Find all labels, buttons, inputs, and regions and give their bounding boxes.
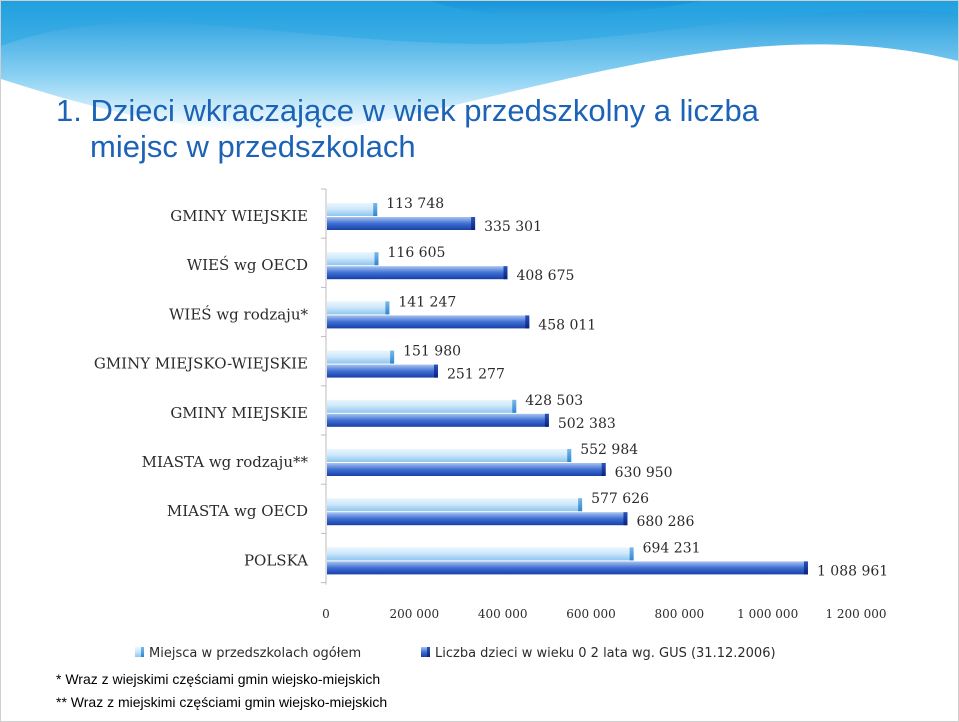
bar-series2-end <box>601 463 606 476</box>
bar-series2 <box>327 364 438 378</box>
legend-series2-swatch-edge <box>427 647 430 657</box>
bar-series2-end <box>503 266 508 280</box>
data-label-series1: 577 626 <box>591 491 649 507</box>
chart-axes: 0 200 000 400 000 600 000 800 000 1 000 000 1 … <box>321 188 887 621</box>
legend-series1-swatch-edge <box>141 647 144 657</box>
bar-series2 <box>327 512 628 526</box>
data-label-series2: 335 301 <box>484 219 542 235</box>
data-label-series2: 251 277 <box>447 367 505 383</box>
data-label-series1: 552 984 <box>580 442 638 458</box>
category-label: MIASTA wg rodzaju** <box>142 453 309 471</box>
bar-series1 <box>327 399 517 413</box>
category-label: MIASTA wg OECD <box>167 502 308 520</box>
slide-title-line2: miejsc w przedszkolach <box>90 129 416 164</box>
data-label-series2: 502 383 <box>558 416 616 432</box>
bar-series2 <box>327 413 549 427</box>
bar-series1 <box>327 547 634 561</box>
chart-legend: Miejsca w przedszkolach ogółem Liczba dzi… <box>135 646 776 661</box>
bar-series1-end <box>390 350 395 364</box>
bar-series1 <box>327 449 572 462</box>
bar-series1 <box>327 203 378 216</box>
bar-series2-end <box>623 512 628 526</box>
bar-series2-end <box>803 561 808 575</box>
bar-series1-end <box>373 203 378 216</box>
category-label: GMINY WIEJSKIE <box>170 207 308 225</box>
bar-series1-end <box>374 252 379 266</box>
data-label-series1: 113 748 <box>386 196 444 212</box>
data-label-series2: 680 286 <box>636 514 694 530</box>
data-label-series2: 458 011 <box>538 317 596 333</box>
bar-series1 <box>327 252 379 266</box>
bar-series2 <box>327 561 808 575</box>
bar-series1-end <box>512 399 517 413</box>
category-label: GMINY MIEJSKIE <box>170 404 308 422</box>
legend-series2-swatch <box>421 647 429 657</box>
chart-labels: GMINY WIEJSKIE 113 748 335 301 WIEŚ wg OECD… <box>94 196 888 579</box>
bar-series1 <box>327 301 390 315</box>
data-label-series1: 141 247 <box>398 294 456 310</box>
data-label-series2: 408 675 <box>516 268 574 284</box>
bar-series1 <box>327 498 583 512</box>
legend-series2-label: Liczba dzieci w wieku 0 2 lata wg. GUS (… <box>435 646 776 661</box>
data-label-series1: 151 980 <box>403 344 461 360</box>
x-tick-label: 200 000 <box>390 607 440 621</box>
bar-series2-end <box>433 364 438 378</box>
category-label: WIEŚ wg rodzaju* <box>169 305 309 323</box>
bar-series2 <box>327 217 476 230</box>
slide-title-line1: 1. Dzieci wkraczające w wiek przedszkoln… <box>56 93 759 128</box>
bar-series2-end <box>544 413 549 427</box>
data-label-series2: 630 950 <box>615 465 673 481</box>
legend-series1-swatch <box>135 647 143 657</box>
bar-series2 <box>327 266 508 280</box>
x-tick-label: 800 000 <box>655 607 705 621</box>
data-label-series1: 428 503 <box>525 393 583 409</box>
category-label: POLSKA <box>244 551 308 569</box>
x-tick-label: 0 <box>322 607 330 621</box>
bar-series2 <box>327 463 606 476</box>
x-tick-label: 400 000 <box>478 607 528 621</box>
footnote-1: * Wraz z wiejskimi częściami gmin wiejsk… <box>56 671 381 687</box>
chart-bars <box>327 203 808 575</box>
bar-series1-end <box>578 498 583 512</box>
bar-series2-end <box>525 315 530 329</box>
data-label-series1: 694 231 <box>643 540 701 556</box>
legend-series1-label: Miejsca w przedszkolach ogółem <box>149 646 361 661</box>
bar-series1-end <box>567 449 572 462</box>
bar-series1 <box>327 350 395 364</box>
category-label: WIEŚ wg OECD <box>187 256 308 274</box>
x-tick-label: 1 000 000 <box>737 607 798 621</box>
slide-title: 1. Dzieci wkraczające w wiek przedszkoln… <box>56 93 936 165</box>
bar-series2 <box>327 315 530 329</box>
x-tick-label: 600 000 <box>566 607 616 621</box>
footnote-2: ** Wraz z miejskimi częściami gmin wiejs… <box>56 694 388 710</box>
bar-series1-end <box>385 301 390 315</box>
data-label-series2: 1 088 961 <box>817 563 888 579</box>
bar-series1-end <box>629 547 634 561</box>
bar-series2-end <box>471 217 476 230</box>
category-label: GMINY MIEJSKO-WIEJSKIE <box>94 355 308 373</box>
header-wave-decoration <box>1 1 958 191</box>
bar-chart: 0 200 000 400 000 600 000 800 000 1 000 000 1 … <box>94 188 888 661</box>
x-tick-label: 1 200 000 <box>825 607 886 621</box>
data-label-series1: 116 605 <box>388 245 446 261</box>
